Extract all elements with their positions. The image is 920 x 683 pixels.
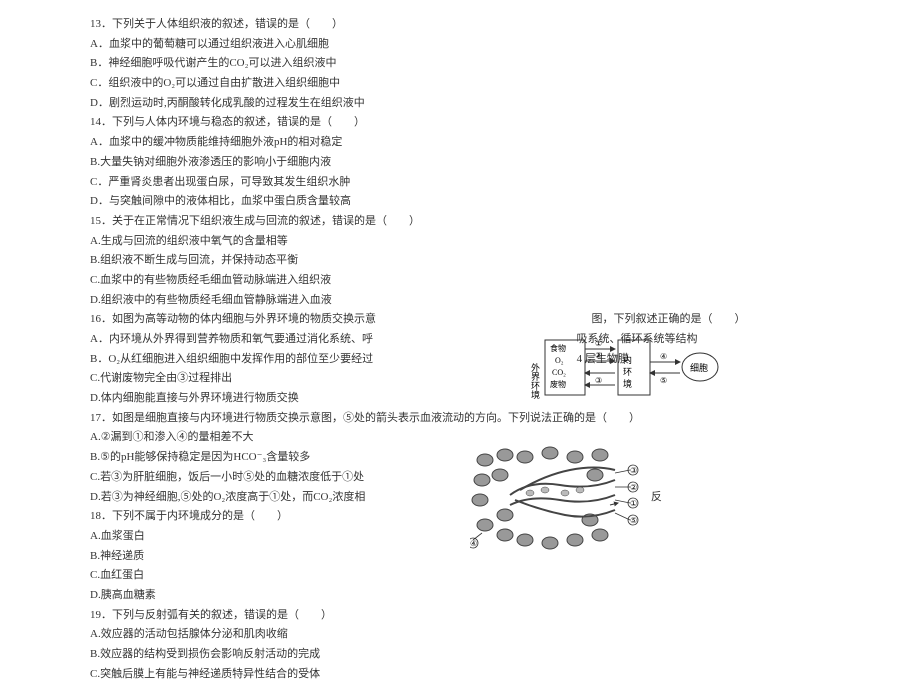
q18-optB: B.神经递质 [90,547,830,566]
q17-optD-p2: 反 [651,491,662,503]
q15-optC: C.血浆中的有些物质经毛细血管动脉端进入组织液 [90,271,830,290]
d1-n5: ⑤ [660,376,667,385]
d1-inner3: 境 [623,378,632,389]
q14-optD: D．与突触间隙中的液体相比，血浆中蛋白质含量较高 [90,192,830,211]
d1-inner1: 内 [623,354,632,365]
d1-n4: ④ [660,352,667,361]
q15-stem: 15．关于在正常情况下组织液生成与回流的叙述，错误的是（ ） [90,212,830,231]
q15-optB: B.组织液不断生成与回流，并保持动态平衡 [90,251,830,270]
q16-stem: 16．如图为高等动物的体内细胞与外界环境的物质交换示意 图，下列叙述正确的是（ … [90,310,830,329]
q18-optD: D.胰高血糖素 [90,586,830,605]
q14-optB: B.大量失钠对细胞外液渗透压的影响小于细胞内液 [90,153,830,172]
q17-stem: 17．如图是细胞直接与内环境进行物质交换示意图，⑤处的箭头表示血液流动的方向。下… [90,409,830,428]
q17-optC: C.若③为肝脏细胞，饭后一小时⑤处的血糖浓度低于①处 [90,468,830,487]
q19-optA: A.效应器的活动包括腺体分泌和肌肉收缩 [90,625,830,644]
q16-stem-p2: 图，下列叙述正确的是（ ） [592,313,746,325]
d1-cell: 细胞 [690,362,708,373]
q15-optD: D.组织液中的有些物质经毛细血管静脉端进入血液 [90,291,830,310]
d1-o2: O₂ [555,356,564,365]
q14-optA: A．血浆中的缓冲物质能维持细胞外液pH的相对稳定 [90,133,830,152]
q16-optA-p1: A．内环境从外界得到营养物质和氧气要通过消化系统、呼 [90,333,373,345]
q19-optC: C.突触后膜上有能与神经递质特异性结合的受体 [90,665,830,683]
q13-optC: C．组织液中的O₂可以通过自由扩散进入组织细胞中 [90,74,830,93]
q18-optC: C.血红蛋白 [90,566,830,585]
d1-co2: CO₂ [552,368,566,377]
d2-n3: ③ [630,466,637,475]
q19-optB: B.效应器的结构受到损伤会影响反射活动的完成 [90,645,830,664]
d2-n1: ① [630,499,637,508]
d1-n2: ② [595,351,602,360]
q14-stem: 14．下列与人体内环境与稳态的叙述，错误的是（ ） [90,113,830,132]
diagram-2: ③ ② ① ⑤ ④ [470,445,650,555]
d1-waste: 废物 [550,379,566,389]
q18-stem: 18．下列不属于内环境成分的是（ ） [90,507,830,526]
q16-stem-p1: 16．如图为高等动物的体内细胞与外界环境的物质交换示意 [90,313,376,325]
q17-optD-p1: D.若③为神经细胞,⑤处的O₂浓度高于①处，而CO₂浓度相 [90,491,365,503]
q17-optB: B.⑤的pH能够保持稳定是因为HCO⁻₃含量较多 [90,448,830,467]
diagram-1: 外界环境 食物 O₂ CO₂ 废物 ① ② ③ 内 环 境 ④ ⑤ 细胞 [530,335,730,405]
q13-optD: D．剧烈运动时,丙酮酸转化成乳酸的过程发生在组织液中 [90,94,830,113]
q16-optB-p1: B．O₂从红细胞进入组织细胞中发挥作用的部位至少要经过 [90,353,373,365]
q14-optC: C．严重肾炎患者出现蛋白尿，可导致其发生组织水肿 [90,173,830,192]
q17-optA: A.②漏到①和渗入④的量相差不大 [90,428,830,447]
q13-optA: A．血浆中的葡萄糖可以通过组织液进入心肌细胞 [90,35,830,54]
d1-n3: ③ [595,376,602,385]
q13-stem: 13．下列关于人体组织液的叙述，错误的是（ ） [90,15,830,34]
q17-optD: D.若③为神经细胞,⑤处的O₂浓度高于①处，而CO₂浓度相 反 [90,488,830,507]
q19-stem: 19．下列与反射弧有关的叙述，错误的是（ ） [90,606,830,625]
q15-optA: A.生成与回流的组织液中氧气的含量相等 [90,232,830,251]
d2-n5: ⑤ [630,516,637,525]
q18-optA: A.血浆蛋白 [90,527,830,546]
d2-n2: ② [630,483,637,492]
q13-optB: B．神经细胞呼吸代谢产生的CO₂可以进入组织液中 [90,54,830,73]
d1-food: 食物 [550,343,566,353]
d1-n1: ① [595,339,602,348]
d1-outer-label: 外界环境 [530,362,540,400]
d2-n4: ④ [470,539,477,548]
d1-inner2: 环 [623,367,632,377]
